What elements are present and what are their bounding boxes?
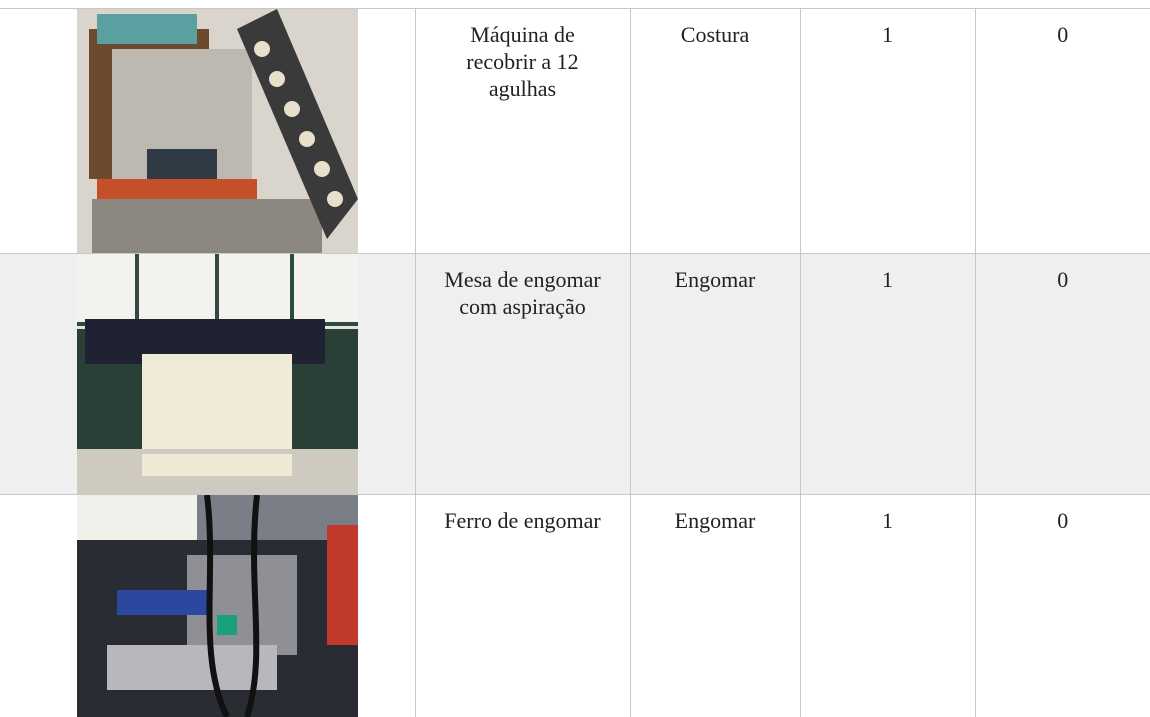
photo-cell xyxy=(0,254,415,495)
item-category: Engomar xyxy=(630,495,800,717)
photo xyxy=(77,495,358,717)
item-count: 0 xyxy=(975,254,1150,495)
item-name: Mesa de engomar com aspiração xyxy=(415,254,630,495)
table-row: Mesa de engomar com aspiração Engomar 1 … xyxy=(0,254,1150,495)
equipment-table: Máquina de recobrir a 12 agulhas Costura… xyxy=(0,8,1150,717)
item-name: Ferro de engomar xyxy=(415,495,630,717)
photo xyxy=(77,254,358,494)
table-row: Ferro de engomar Engomar 1 0 xyxy=(0,495,1150,717)
item-quantity: 1 xyxy=(800,254,975,495)
item-count: 0 xyxy=(975,9,1150,254)
photo xyxy=(77,9,358,253)
item-quantity: 1 xyxy=(800,495,975,717)
table-row: Máquina de recobrir a 12 agulhas Costura… xyxy=(0,9,1150,254)
item-quantity: 1 xyxy=(800,9,975,254)
item-category: Costura xyxy=(630,9,800,254)
item-name: Máquina de recobrir a 12 agulhas xyxy=(415,9,630,254)
photo-cell xyxy=(0,495,415,717)
item-count: 0 xyxy=(975,495,1150,717)
photo-cell xyxy=(0,9,415,254)
item-category: Engomar xyxy=(630,254,800,495)
